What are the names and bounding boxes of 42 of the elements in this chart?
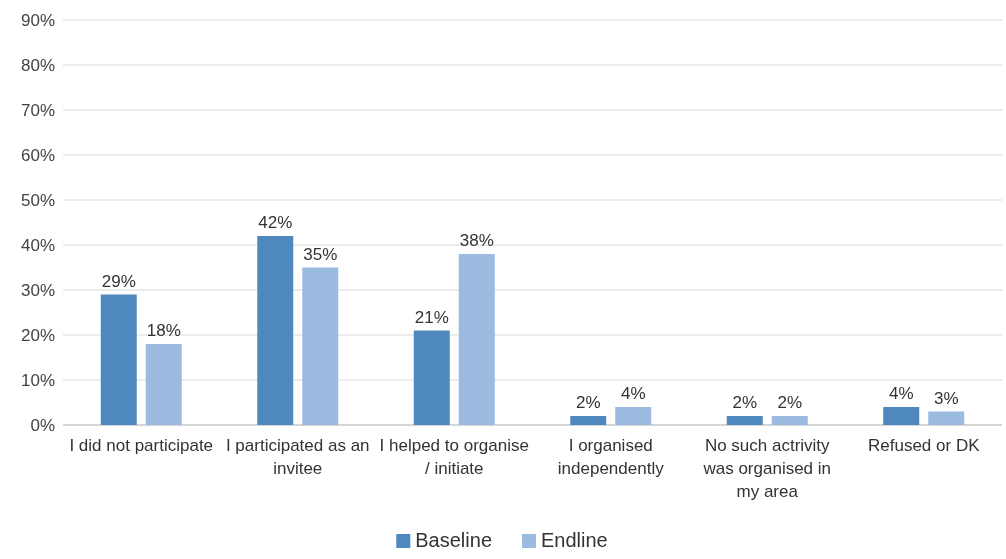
bar: [928, 411, 965, 425]
x-tick-label: No such actrivity was organised in my area: [702, 436, 832, 501]
bar: [145, 344, 182, 425]
legend-label: Baseline: [415, 529, 492, 551]
data-label: 4%: [620, 384, 646, 403]
y-tick-label: 40%: [20, 235, 55, 255]
x-tick-label: I helped to organise / initiate: [379, 436, 529, 478]
x-tick-label: I organised independently: [557, 436, 665, 478]
data-label: 2%: [732, 393, 758, 412]
bar: [615, 407, 652, 425]
y-tick-label: 90%: [20, 10, 55, 30]
data-label: 29%: [101, 271, 136, 291]
bar: [302, 267, 339, 425]
y-tick-label: 0%: [30, 415, 55, 435]
data-label: 2%: [575, 393, 601, 412]
x-tick-label: I did not participate: [69, 436, 214, 455]
bar: [726, 416, 763, 425]
y-tick-label: 80%: [20, 55, 55, 75]
bar: [257, 236, 294, 425]
y-tick-label: 60%: [20, 145, 55, 165]
data-label: 4%: [888, 384, 914, 403]
data-label: 38%: [459, 231, 494, 250]
y-tick-label: 50%: [20, 190, 55, 210]
y-tick-label: 20%: [20, 325, 55, 345]
data-label: 21%: [414, 307, 449, 327]
legend-label: Endline: [541, 529, 608, 551]
bar: [458, 254, 495, 425]
x-tick-label: Refused or DK: [868, 436, 981, 455]
data-label: 3%: [933, 388, 959, 408]
bar: [413, 330, 450, 425]
bar: [100, 294, 137, 425]
data-label: 42%: [258, 213, 293, 232]
bar: [771, 416, 808, 425]
bar: [883, 407, 920, 425]
x-tick-label: I participated as an invitee: [225, 436, 370, 478]
y-tick-label: 70%: [20, 100, 55, 120]
data-label: 18%: [146, 321, 181, 340]
y-tick-label: 10%: [20, 370, 55, 390]
data-label: 2%: [777, 393, 803, 412]
y-tick-label: 30%: [20, 280, 55, 300]
data-label: 35%: [303, 244, 338, 264]
bar: [570, 416, 607, 425]
